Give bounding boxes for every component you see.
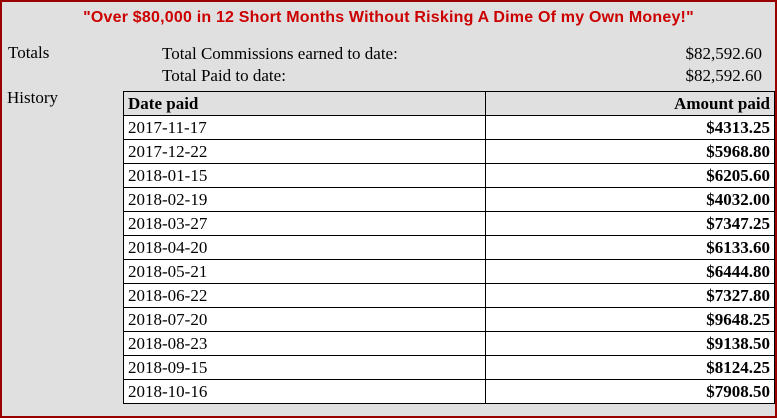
totals-row-value: $82,592.60 bbox=[685, 66, 763, 85]
totals-section-label: Totals bbox=[8, 43, 50, 62]
amount-paid-cell: $7347.25 bbox=[485, 211, 775, 236]
amount-paid-cell: $7327.80 bbox=[485, 283, 775, 308]
history-table-body: 2017-11-17 $4313.25 2017-12-22 $5968.80 2018… bbox=[123, 115, 775, 404]
date-paid-cell: 2018-08-23 bbox=[123, 331, 486, 356]
amount-paid-cell: $6444.80 bbox=[485, 259, 775, 284]
table-row: 2018-01-15 $6205.60 bbox=[123, 163, 775, 188]
table-row: 2018-08-23 $9138.50 bbox=[123, 331, 775, 356]
history-table: Date paid Amount paid 2017-11-17 $4313.25… bbox=[123, 91, 775, 404]
table-row: 2018-09-15 $8124.25 bbox=[123, 355, 775, 380]
table-row: 2017-11-17 $4313.25 bbox=[123, 115, 775, 140]
date-paid-column-header: Date paid bbox=[123, 91, 486, 116]
amount-paid-cell: $4313.25 bbox=[485, 115, 775, 140]
totals-row: Total Paid to date: $82,592.60 bbox=[162, 65, 762, 87]
totals-row-label: Total Paid to date: bbox=[162, 66, 286, 85]
amount-paid-cell: $7908.50 bbox=[485, 379, 775, 404]
amount-paid-cell: $6205.60 bbox=[485, 163, 775, 188]
date-paid-cell: 2017-11-17 bbox=[123, 115, 486, 140]
date-paid-cell: 2018-04-20 bbox=[123, 235, 486, 260]
history-section-label: History bbox=[7, 88, 58, 107]
date-paid-cell: 2018-01-15 bbox=[123, 163, 486, 188]
amount-paid-cell: $9648.25 bbox=[485, 307, 775, 332]
amount-paid-column-header: Amount paid bbox=[485, 91, 775, 116]
date-paid-cell: 2017-12-22 bbox=[123, 139, 486, 164]
headline-banner: "Over $80,000 in 12 Short Months Without… bbox=[83, 9, 694, 26]
table-row: 2018-06-22 $7327.80 bbox=[123, 283, 775, 308]
date-paid-cell: 2018-05-21 bbox=[123, 259, 486, 284]
table-row: 2018-04-20 $6133.60 bbox=[123, 235, 775, 260]
table-row: 2018-02-19 $4032.00 bbox=[123, 187, 775, 212]
table-row: 2018-05-21 $6444.80 bbox=[123, 259, 775, 284]
date-paid-cell: 2018-07-20 bbox=[123, 307, 486, 332]
table-row: 2017-12-22 $5968.80 bbox=[123, 139, 775, 164]
date-paid-cell: 2018-09-15 bbox=[123, 355, 486, 380]
date-paid-cell: 2018-10-16 bbox=[123, 379, 486, 404]
date-paid-cell: 2018-02-19 bbox=[123, 187, 486, 212]
amount-paid-cell: $8124.25 bbox=[485, 355, 775, 380]
amount-paid-cell: $4032.00 bbox=[485, 187, 775, 212]
amount-paid-cell: $5968.80 bbox=[485, 139, 775, 164]
totals-row: Total Commissions earned to date: $82,592… bbox=[162, 43, 762, 65]
totals-row-label: Total Commissions earned to date: bbox=[162, 44, 398, 63]
history-table-container: Date paid Amount paid 2017-11-17 $4313.25… bbox=[123, 91, 775, 404]
totals-row-value: $82,592.60 bbox=[685, 44, 763, 63]
date-paid-cell: 2018-03-27 bbox=[123, 211, 486, 236]
totals-summary: Total Commissions earned to date: $82,592… bbox=[162, 43, 762, 87]
table-header-row: Date paid Amount paid bbox=[123, 91, 775, 116]
amount-paid-cell: $9138.50 bbox=[485, 331, 775, 356]
table-row: 2018-07-20 $9648.25 bbox=[123, 307, 775, 332]
date-paid-cell: 2018-06-22 bbox=[123, 283, 486, 308]
table-row: 2018-03-27 $7347.25 bbox=[123, 211, 775, 236]
table-row: 2018-10-16 $7908.50 bbox=[123, 379, 775, 404]
amount-paid-cell: $6133.60 bbox=[485, 235, 775, 260]
